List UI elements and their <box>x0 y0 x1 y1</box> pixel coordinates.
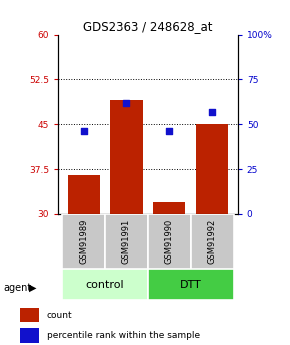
Bar <box>105 214 148 269</box>
Bar <box>20 328 39 343</box>
Text: GSM91991: GSM91991 <box>122 219 131 264</box>
Bar <box>68 175 100 214</box>
Bar <box>148 214 191 269</box>
Bar <box>20 308 39 322</box>
Point <box>210 109 214 115</box>
Text: control: control <box>86 280 124 289</box>
Bar <box>62 269 148 300</box>
Bar <box>153 202 185 214</box>
Bar <box>62 214 105 269</box>
Point <box>81 129 86 134</box>
Point <box>167 129 172 134</box>
Bar <box>191 214 233 269</box>
Title: GDS2363 / 248628_at: GDS2363 / 248628_at <box>83 20 213 33</box>
Text: DTT: DTT <box>180 280 202 289</box>
Text: count: count <box>46 311 72 320</box>
Bar <box>110 100 143 214</box>
Text: agent: agent <box>3 283 31 293</box>
Text: GSM91989: GSM91989 <box>79 219 88 264</box>
Bar <box>148 269 233 300</box>
Text: GSM91992: GSM91992 <box>208 219 217 264</box>
Text: GSM91990: GSM91990 <box>165 219 174 264</box>
Point <box>124 100 129 106</box>
Text: ▶: ▶ <box>29 283 37 293</box>
Bar <box>196 124 228 214</box>
Text: percentile rank within the sample: percentile rank within the sample <box>46 332 200 341</box>
